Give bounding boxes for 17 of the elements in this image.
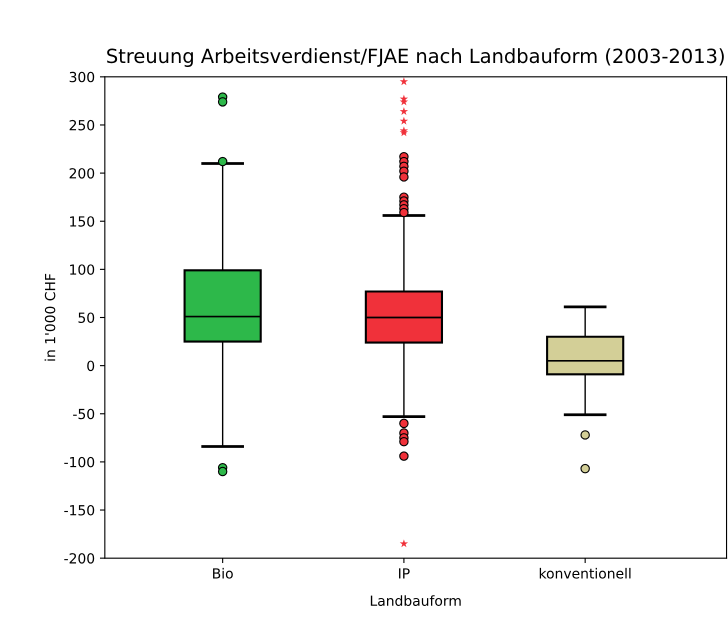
y-axis-title: in 1'000 CHF (44, 274, 56, 361)
x-axis-title: Landbauform (370, 595, 461, 606)
y-tick-label: -200 (64, 553, 94, 564)
y-tick-label: 150 (70, 216, 94, 227)
y-tick-label: -100 (64, 456, 94, 468)
x-tick-label: IP (399, 568, 410, 578)
y-tick-label: 100 (70, 264, 94, 275)
y-tick-label: 200 (70, 168, 94, 179)
y-tick-label: -150 (64, 505, 94, 516)
y-tick-label: 300 (70, 72, 94, 82)
y-tick-label: 250 (70, 120, 94, 130)
x-tick-label: Bio (213, 568, 233, 579)
x-tick-label: konventionell (540, 568, 630, 579)
chart-title: Streuung Arbeitsverdienst/FJAE nach Landbauform (2003-2013) (107, 48, 724, 67)
y-tick-label: -50 (73, 408, 94, 420)
y-tick-label: 50 (78, 312, 94, 323)
y-tick-label: 0 (87, 360, 94, 372)
